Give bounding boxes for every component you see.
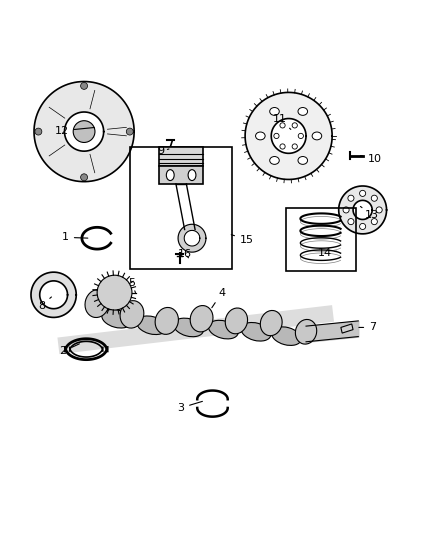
Text: 11: 11 (272, 114, 291, 130)
Bar (286, 208, 356, 271)
Bar (130, 147, 232, 269)
Text: 15: 15 (231, 235, 254, 245)
Ellipse shape (270, 157, 279, 164)
Circle shape (35, 128, 42, 135)
Text: 2: 2 (60, 344, 79, 357)
Circle shape (348, 219, 354, 225)
Circle shape (81, 174, 88, 181)
Text: 10: 10 (360, 154, 382, 164)
Text: 16: 16 (178, 249, 192, 260)
Bar (159, 166, 203, 184)
Bar (159, 147, 203, 166)
Text: 9: 9 (158, 146, 169, 156)
Text: 8: 8 (38, 297, 51, 311)
Text: 13: 13 (360, 206, 379, 220)
Ellipse shape (137, 316, 166, 335)
Text: 7: 7 (359, 322, 376, 333)
Ellipse shape (298, 108, 307, 115)
Circle shape (292, 123, 297, 128)
Circle shape (376, 207, 382, 213)
Ellipse shape (173, 318, 203, 337)
Text: 5: 5 (128, 278, 135, 293)
Ellipse shape (166, 169, 174, 181)
Circle shape (343, 207, 349, 213)
Circle shape (274, 133, 279, 139)
Ellipse shape (255, 132, 265, 140)
Polygon shape (245, 92, 332, 180)
Ellipse shape (225, 308, 247, 334)
Polygon shape (40, 281, 67, 309)
Circle shape (348, 195, 354, 201)
Circle shape (371, 195, 378, 201)
Polygon shape (178, 224, 206, 252)
Polygon shape (184, 230, 200, 246)
Circle shape (126, 128, 133, 135)
Polygon shape (341, 324, 353, 333)
Circle shape (360, 190, 366, 197)
Circle shape (298, 133, 304, 139)
Circle shape (81, 83, 88, 90)
Polygon shape (64, 112, 104, 151)
Ellipse shape (188, 169, 196, 181)
Text: 14: 14 (318, 248, 336, 259)
Circle shape (360, 223, 366, 230)
Ellipse shape (241, 322, 271, 341)
Ellipse shape (272, 327, 301, 345)
Ellipse shape (295, 319, 317, 344)
Ellipse shape (102, 310, 131, 328)
Ellipse shape (312, 132, 322, 140)
Polygon shape (31, 272, 76, 318)
Ellipse shape (208, 320, 238, 339)
Ellipse shape (120, 301, 144, 328)
Circle shape (97, 275, 132, 310)
Circle shape (73, 120, 95, 142)
Circle shape (280, 144, 285, 149)
Polygon shape (353, 200, 372, 220)
Polygon shape (339, 186, 387, 234)
Text: 4: 4 (212, 288, 226, 308)
Ellipse shape (85, 289, 109, 318)
Circle shape (280, 123, 285, 128)
Polygon shape (271, 118, 306, 154)
Circle shape (371, 219, 378, 225)
Polygon shape (34, 82, 134, 182)
Text: 12: 12 (55, 126, 94, 136)
Ellipse shape (270, 108, 279, 115)
Ellipse shape (155, 308, 178, 334)
Text: 3: 3 (177, 401, 202, 413)
Ellipse shape (298, 157, 307, 164)
Text: 1: 1 (62, 232, 88, 243)
Ellipse shape (190, 305, 213, 332)
Circle shape (292, 144, 297, 149)
Ellipse shape (260, 310, 282, 336)
